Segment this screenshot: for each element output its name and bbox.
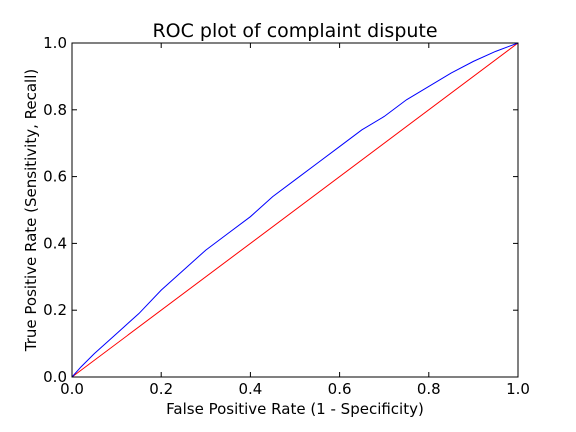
plot-area [71,42,519,378]
x-tick-label: 0.2 [149,380,173,398]
axis-ticks: 0.0 0.2 0.4 0.6 0.8 1.0 0.0 0.2 0.4 0.6 0.8 1.0 [43,34,530,398]
x-tick-label: 0.4 [238,380,262,398]
y-tick-label: 0.0 [43,368,67,386]
x-tick-label: 0.6 [328,380,352,398]
y-axis-label: True Positive Rate (Sensitivity, Recall) [22,69,40,352]
y-tick-label: 0.6 [43,168,67,186]
x-tick-label: 0.0 [60,380,84,398]
y-tick-label: 1.0 [43,34,67,52]
y-tick-label: 0.8 [43,101,67,119]
random-baseline-line [71,42,519,378]
plot-frame [71,42,519,378]
chart-title: ROC plot of complaint dispute [152,20,437,42]
x-tick-label: 1.0 [506,380,530,398]
x-tick-label: 0.8 [417,380,441,398]
y-tick-label: 0.2 [43,301,67,319]
x-axis-label: False Positive Rate (1 - Specificity) [166,400,424,418]
roc-curve-line [71,42,519,378]
y-tick-label: 0.4 [43,234,67,252]
